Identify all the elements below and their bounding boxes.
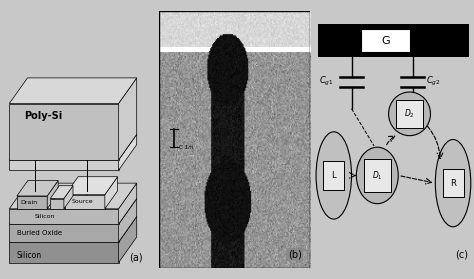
Polygon shape [65,195,105,209]
Bar [443,169,464,197]
Polygon shape [105,177,118,209]
Text: Buried Oxide: Buried Oxide [17,230,62,236]
Text: Drain: Drain [20,200,37,205]
Polygon shape [64,186,73,209]
Polygon shape [65,177,118,195]
Polygon shape [118,183,137,224]
Polygon shape [118,217,137,263]
Polygon shape [50,199,64,209]
Text: $C_{g1}$: $C_{g1}$ [319,75,334,88]
Bar [323,161,344,189]
Polygon shape [47,181,58,209]
Text: Silicon: Silicon [35,214,55,219]
Bar [318,24,469,57]
Text: Silicon: Silicon [17,251,42,260]
Polygon shape [9,199,137,224]
Ellipse shape [435,140,471,227]
Polygon shape [9,224,119,242]
Polygon shape [9,242,119,263]
Polygon shape [9,209,119,224]
Text: $D_2$: $D_2$ [404,108,415,120]
Text: Poly-Si: Poly-Si [25,111,63,121]
Text: $D_1$: $D_1$ [372,169,383,182]
Polygon shape [9,134,137,160]
Bar [364,159,391,192]
Text: (a): (a) [129,252,143,262]
Ellipse shape [389,92,430,136]
Polygon shape [118,78,137,160]
Polygon shape [9,104,119,160]
Polygon shape [118,199,137,242]
Polygon shape [9,183,137,209]
Ellipse shape [356,147,398,204]
Text: L: L [331,171,336,180]
Text: C 1m: C 1m [179,145,193,150]
Polygon shape [9,160,119,170]
Text: Source: Source [72,199,93,204]
Text: R: R [450,179,456,188]
Polygon shape [9,78,137,104]
Bar [396,100,423,128]
Ellipse shape [316,132,352,219]
Polygon shape [9,217,137,242]
Polygon shape [17,196,47,209]
Text: $C_{g2}$: $C_{g2}$ [426,75,440,88]
Polygon shape [17,181,58,196]
Text: (b): (b) [288,250,301,259]
Text: G: G [381,36,390,46]
Text: (c): (c) [455,250,468,259]
Polygon shape [118,134,137,170]
Bar [361,29,410,52]
Polygon shape [50,186,73,199]
